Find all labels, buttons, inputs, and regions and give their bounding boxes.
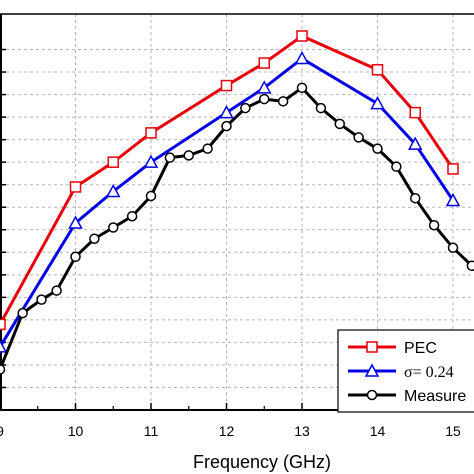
series-line-0	[0, 34, 455, 326]
data-point-square	[0, 318, 6, 331]
series-line-1	[0, 56, 455, 348]
data-point-square	[447, 163, 459, 175]
data-point-circle	[410, 192, 421, 204]
data-point-circle	[277, 96, 289, 107]
data-point-circle	[17, 307, 28, 319]
legend-label: PEC	[404, 340, 437, 357]
data-point-triangle	[219, 105, 234, 119]
series-1	[0, 50, 461, 353]
x-tick-label: 13	[294, 423, 310, 439]
data-point-circle	[353, 132, 364, 143]
x-axis-title: Frequency (GHz)	[193, 452, 331, 472]
data-point-circle	[447, 242, 459, 254]
x-tick-labels: 9 10 11 12 13 14 15	[0, 423, 461, 439]
data-point-circle	[164, 152, 176, 163]
data-point-circle	[145, 190, 157, 202]
data-point-triangle	[0, 339, 8, 353]
data-point-triangle	[105, 183, 121, 198]
data-point-square	[296, 30, 308, 42]
data-point-triangle	[364, 363, 380, 377]
series-2	[0, 82, 474, 375]
data-point-circle	[315, 102, 327, 114]
data-point-triangle	[294, 50, 310, 65]
x-tick-label: 12	[219, 423, 235, 439]
data-point-circle	[466, 260, 474, 272]
data-point-triangle	[407, 136, 423, 150]
data-point-circle	[372, 143, 383, 154]
data-point-circle	[36, 294, 47, 305]
x-tick-label: 11	[144, 423, 159, 439]
data-point-square	[366, 341, 378, 353]
data-point-circle	[0, 364, 6, 375]
data-point-square	[258, 57, 270, 69]
data-point-circle	[70, 251, 81, 263]
data-point-circle	[366, 389, 378, 401]
data-point-circle	[391, 161, 402, 172]
data-point-square	[220, 79, 233, 92]
data-point-circle	[259, 93, 270, 105]
data-point-circle	[428, 220, 440, 231]
data-point-triangle	[445, 192, 461, 207]
data-point-square	[371, 64, 384, 76]
data-point-square	[409, 106, 421, 119]
data-point-circle	[89, 233, 100, 245]
data-point-square	[145, 127, 157, 139]
x-tick-label: 10	[68, 423, 84, 439]
data-point-circle	[334, 118, 345, 130]
x-tick-label: 14	[370, 423, 386, 439]
data-point-circle	[183, 150, 194, 161]
legend: PEC σ= 0.24 Measure	[337, 329, 474, 413]
data-point-square	[69, 181, 82, 193]
data-point-triangle	[370, 96, 385, 110]
data-point-circle	[108, 222, 119, 233]
data-point-triangle	[256, 80, 272, 94]
data-point-circle	[202, 143, 213, 154]
data-point-square	[107, 156, 119, 168]
x-tick-label: 15	[445, 423, 461, 439]
data-point-triangle	[143, 154, 159, 168]
series-0	[0, 30, 459, 331]
data-point-circle	[221, 120, 232, 132]
x-tick-label: 9	[0, 423, 4, 439]
data-point-circle	[296, 82, 308, 94]
data-point-circle	[240, 102, 251, 114]
legend-label: Measure	[404, 388, 466, 405]
legend-label: σ= 0.24	[404, 364, 454, 381]
data-point-triangle	[68, 215, 83, 229]
series-layer	[0, 30, 474, 375]
data-point-circle	[126, 210, 138, 222]
data-point-circle	[51, 285, 62, 296]
